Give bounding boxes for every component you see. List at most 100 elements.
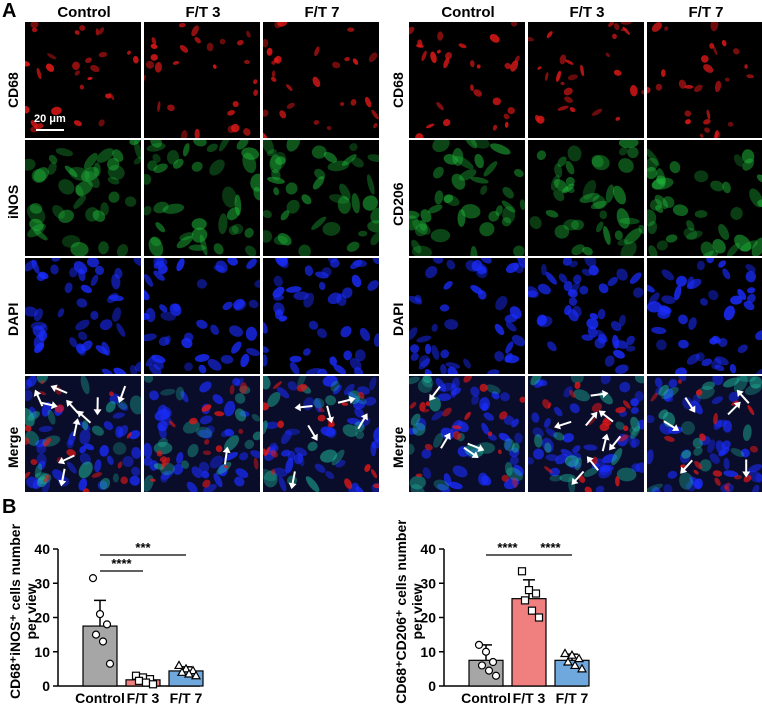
micrograph-left-inos-2 (263, 140, 379, 256)
data-point (148, 680, 158, 689)
data-point (573, 653, 585, 663)
data-point (527, 606, 537, 615)
y-tick-label: 40 (34, 541, 50, 557)
x-tick-label: Control (75, 690, 125, 706)
significance-label: **** (540, 540, 561, 555)
x-tick-label: F/T 7 (556, 690, 589, 706)
data-point (517, 567, 527, 576)
micrograph-left-merge-0 (25, 376, 141, 492)
micrograph-right-cd68-1 (528, 22, 644, 138)
data-point (569, 660, 581, 670)
micrograph-left-inos-0 (25, 140, 141, 256)
right-row-dapi: DAPI (390, 302, 406, 336)
data-point (534, 613, 544, 622)
arrow-marker (288, 471, 297, 490)
y-tick-label: 30 (34, 575, 50, 591)
y-tick-label: 20 (420, 610, 436, 626)
micrograph-left-dapi-0 (25, 258, 141, 374)
arrow-marker (554, 420, 572, 430)
panel-b-letter: B (2, 496, 17, 518)
arrow-marker (663, 420, 680, 431)
arrow-marker (357, 413, 368, 430)
x-tick-label: F/T 3 (127, 690, 160, 706)
micrograph-right-cd206-2 (647, 140, 762, 256)
arrow-marker (463, 446, 479, 458)
arrow-marker (585, 411, 598, 427)
y-tick-label: 10 (420, 644, 436, 660)
micrograph-left-merge-2 (263, 376, 379, 492)
arrow-marker (742, 459, 751, 478)
y-axis-label: CD68⁺CD206⁺ cells numberper view (393, 520, 425, 704)
left-col-ft3: F/T 3 (185, 4, 221, 21)
micrograph-left-cd68-0 (25, 22, 141, 138)
y-tick-label: 10 (34, 644, 50, 660)
arrow-marker (590, 390, 609, 398)
micrograph-right-merge-1 (528, 376, 644, 492)
arrow-marker (77, 410, 92, 424)
micrograph-right-cd68-0 (409, 22, 525, 138)
left-row-cd68: CD68 (5, 72, 21, 108)
micrograph-right-cd68-2 (647, 22, 762, 138)
micrograph-right-dapi-2 (647, 258, 762, 374)
arrow-marker (609, 435, 622, 451)
arrow-marker (326, 405, 335, 424)
data-point (562, 656, 574, 666)
micrograph-right-merge-2 (647, 376, 762, 492)
arrow-marker (72, 418, 81, 437)
data-point (488, 657, 498, 667)
y-tick-label: 40 (420, 541, 436, 557)
left-row-merge: Merge (5, 426, 21, 468)
x-tick-label: F/T 7 (170, 690, 203, 706)
arrow-marker (727, 401, 741, 416)
data-point (176, 667, 188, 676)
data-point (491, 671, 501, 680)
data-point (190, 670, 202, 680)
data-point (98, 637, 108, 646)
arrow-marker (93, 397, 102, 416)
data-point (524, 585, 534, 595)
data-point (520, 596, 530, 605)
x-tick-label: F/T 3 (513, 690, 546, 706)
data-point (559, 648, 571, 658)
micrograph-left-merge-1 (144, 376, 260, 492)
data-point (566, 649, 578, 659)
arrow-marker (39, 401, 58, 410)
micrograph-right-cd206-1 (528, 140, 644, 256)
micrograph-right-cd206-0 (409, 140, 525, 256)
data-point (180, 663, 192, 673)
arrow-marker (586, 456, 599, 471)
data-point (173, 660, 185, 670)
right-col-control: Control (441, 4, 495, 21)
y-axis-label: CD68⁺iNOS⁺ cells numberper view (7, 523, 39, 699)
data-point (187, 665, 199, 675)
micrograph-left-cd68-2 (263, 22, 379, 138)
significance-label: *** (135, 540, 151, 555)
data-point (477, 661, 487, 670)
micrograph-left-dapi-2 (263, 258, 379, 374)
data-point (141, 678, 151, 687)
data-point (484, 666, 494, 675)
micrograph-right-dapi-1 (528, 258, 644, 374)
arrow-marker (601, 433, 610, 452)
arrow-marker (337, 395, 356, 404)
micrograph-left-cd68-1 (144, 22, 260, 138)
left-col-control: Control (57, 4, 111, 21)
right-row-merge: Merge (390, 426, 406, 468)
arrow-marker (736, 389, 750, 404)
arrow-marker (571, 470, 585, 485)
panel-a-letter: A (2, 0, 17, 22)
arrow-marker (50, 384, 68, 394)
y-tick-label: 20 (34, 610, 50, 626)
arrow-marker (66, 399, 79, 414)
micrograph-right-merge-0 (409, 376, 525, 492)
arrow-marker (58, 454, 75, 465)
left-row-dapi: DAPI (5, 302, 21, 336)
arrow-marker (58, 468, 67, 487)
right-row-cd68: CD68 (390, 72, 406, 108)
y-tick-label: 0 (428, 678, 436, 694)
data-point (576, 663, 588, 673)
bar-Control (82, 625, 118, 687)
arrow-marker (294, 403, 313, 412)
